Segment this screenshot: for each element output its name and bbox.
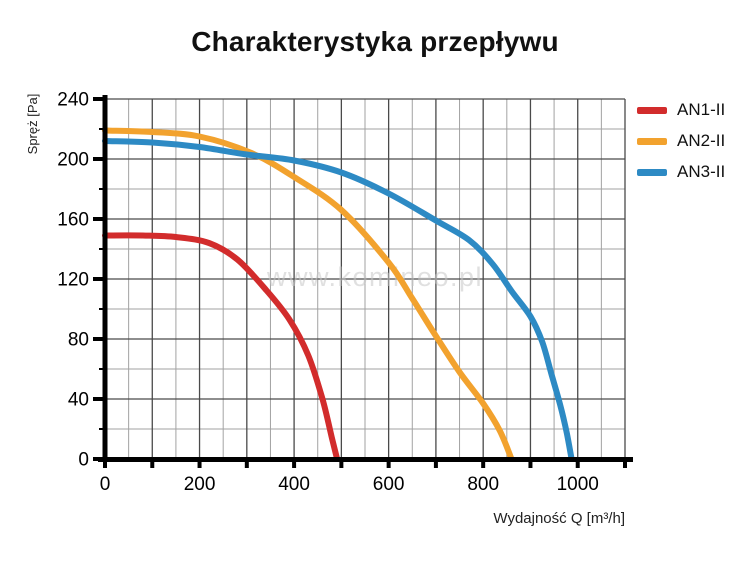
x-tick-label: 400 [278,474,310,495]
y-tick-label: 80 [68,330,89,351]
legend-item-an3: AN3-II [637,162,725,182]
x-tick-label: 200 [184,474,216,495]
series-curve-an3-ii [102,138,575,462]
x-tick-label: 800 [467,474,499,495]
legend-swatch-an3 [637,168,667,176]
x-tick-label: 600 [373,474,405,495]
y-tick-label: 240 [57,90,89,111]
y-tick-label: 120 [57,270,89,291]
x-tick-label: 1000 [557,474,599,495]
legend-label-an3: AN3-II [677,162,726,181]
tick-labels-layer: 0 40 80 120 160 200 240 0 200 400 600 800 1000 [57,90,599,496]
chart-title: Charakterystyka przepływu [191,26,559,57]
legend-item-an2: AN2-II [637,131,725,151]
legend-label-an2: AN2-II [677,131,726,150]
y-tick-label: 40 [68,390,89,411]
series-curve-an1-ii [102,232,341,462]
legend-swatch-an1 [637,106,667,114]
y-tick-label: 200 [57,150,89,171]
legend-label-an1: AN1-II [677,100,726,119]
y-axis-title: Spręż [Pa] [25,94,40,155]
curves-layer [102,127,575,462]
y-tick-label: 160 [57,210,89,231]
x-tick-label: 0 [100,474,111,495]
legend-item-an1: AN1-II [637,100,725,120]
axes-layer [93,95,633,468]
legend: AN1-II AN2-II AN3-II [637,100,725,193]
series-curve-an2-ii [102,127,515,462]
x-axis-title: Wydajność Q [m³/h] [493,510,625,527]
y-tick-label: 0 [78,450,89,471]
watermark: www.komineo.pl [266,262,483,292]
legend-swatch-an2 [637,137,667,145]
grid-layer [105,98,626,459]
